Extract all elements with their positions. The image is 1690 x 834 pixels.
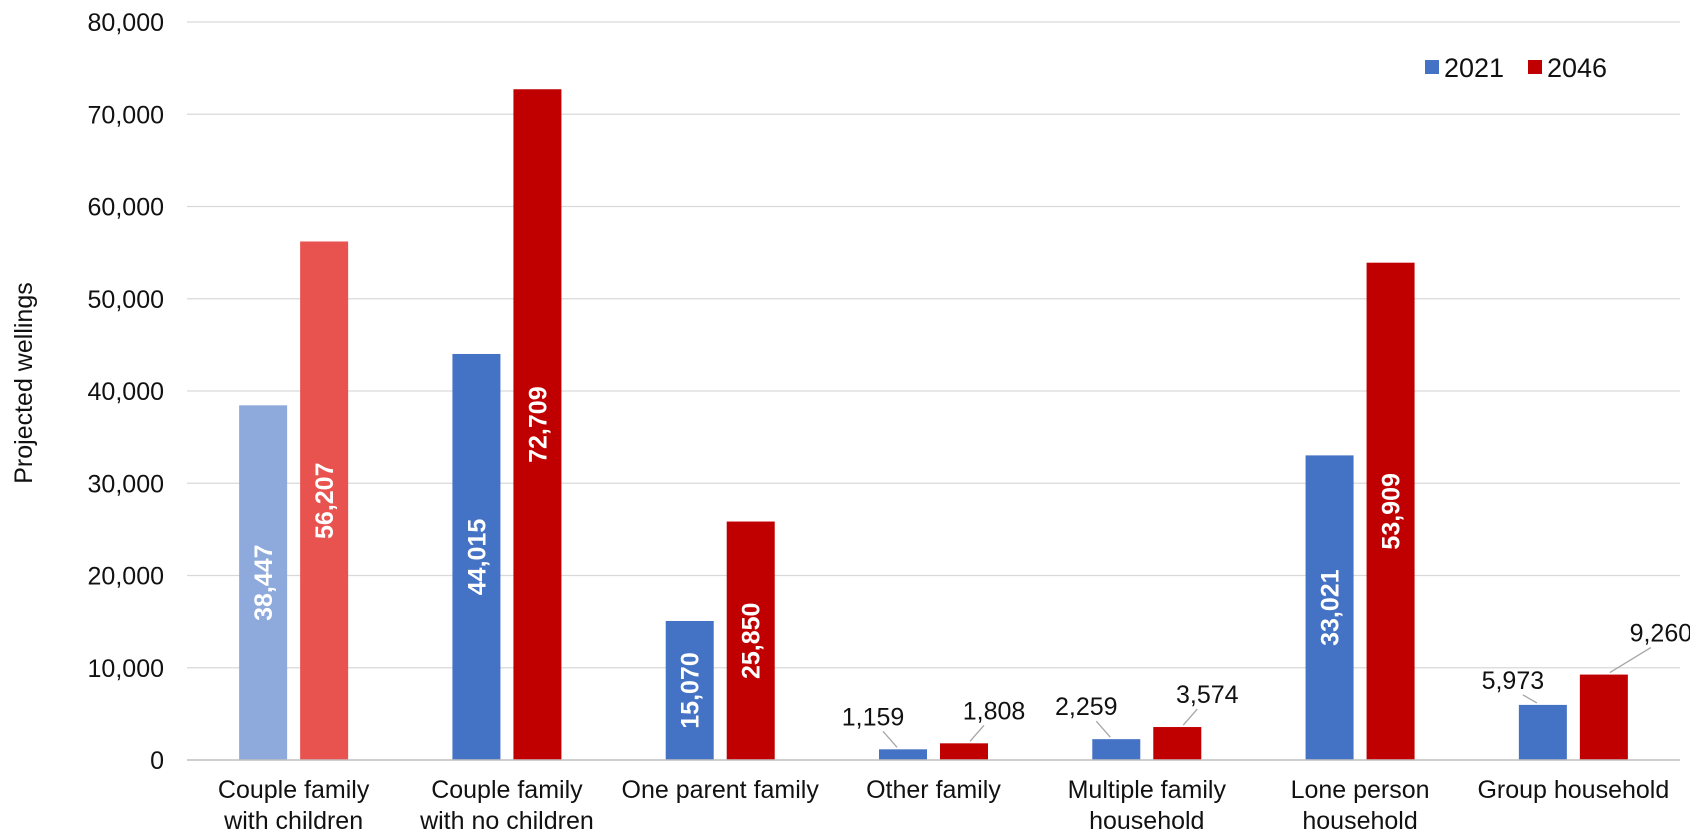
label-leader-line bbox=[1609, 647, 1652, 674]
data-label: 3,574 bbox=[1176, 681, 1239, 709]
y-tick-label: 10,000 bbox=[88, 655, 164, 683]
label-leader-line bbox=[1522, 694, 1538, 704]
data-label: 15,070 bbox=[677, 652, 705, 728]
data-label: 9,260 bbox=[1630, 620, 1690, 648]
label-leader-line bbox=[882, 730, 898, 748]
x-category-label: Lone person bbox=[1291, 776, 1430, 804]
bar-2021-5 bbox=[1305, 455, 1354, 760]
x-category-label: One parent family bbox=[622, 776, 820, 804]
data-label: 38,447 bbox=[250, 544, 278, 620]
x-category-label: Group household bbox=[1477, 776, 1669, 804]
data-label: 72,709 bbox=[524, 386, 552, 462]
bars bbox=[239, 89, 1628, 761]
y-axis-label: Projected wellings bbox=[10, 282, 38, 484]
y-tick-label: 60,000 bbox=[88, 194, 164, 222]
legend-label: 2021 bbox=[1444, 53, 1504, 83]
x-category-label: with no children bbox=[419, 807, 594, 834]
y-axis-ticks: 0 10,000 20,000 30,000 40,000 50,000 60,000 70,… bbox=[88, 9, 164, 775]
gridlines bbox=[187, 21, 1680, 669]
y-tick-label: 40,000 bbox=[88, 378, 164, 406]
bar-2021-1 bbox=[452, 353, 501, 760]
x-category-label: Multiple family bbox=[1068, 776, 1227, 804]
data-label: 44,015 bbox=[463, 519, 491, 596]
label-leader-line bbox=[1095, 720, 1111, 738]
x-category-label: household bbox=[1089, 807, 1204, 834]
y-tick-label: 50,000 bbox=[88, 286, 164, 314]
label-leader-line bbox=[1182, 708, 1198, 726]
data-labels: 38,447 56,207 44,015 72,709 15,070 25,850 1,15… bbox=[250, 386, 1690, 748]
x-category-label: Other family bbox=[866, 776, 1001, 804]
legend-swatch-2046 bbox=[1528, 60, 1542, 74]
y-tick-label: 70,000 bbox=[88, 101, 164, 129]
bar-2046-6 bbox=[1579, 674, 1628, 760]
x-axis-categories: Couple family with children Couple family w… bbox=[218, 776, 1669, 834]
data-label: 1,159 bbox=[842, 703, 905, 731]
data-label: 25,850 bbox=[738, 603, 766, 679]
y-tick-label: 0 bbox=[150, 747, 164, 775]
data-label: 5,973 bbox=[1482, 667, 1545, 695]
legend: 2021 2046 bbox=[1425, 53, 1607, 83]
y-tick-label: 30,000 bbox=[88, 470, 164, 498]
y-tick-label: 20,000 bbox=[88, 563, 164, 591]
bar-2046-4 bbox=[1153, 727, 1202, 760]
bar-2021-2 bbox=[665, 620, 714, 760]
bar-2046-2 bbox=[726, 521, 775, 760]
bar-2021-6 bbox=[1518, 704, 1567, 760]
x-category-label: Couple family bbox=[218, 776, 370, 804]
y-tick-label: 80,000 bbox=[88, 9, 164, 37]
data-label: 2,259 bbox=[1055, 693, 1118, 721]
data-label: 53,909 bbox=[1378, 473, 1406, 549]
legend-label: 2046 bbox=[1547, 53, 1607, 83]
label-leader-line bbox=[969, 724, 985, 742]
x-category-label: household bbox=[1302, 807, 1417, 834]
bar-2046-0 bbox=[300, 241, 349, 760]
x-category-label: Couple family bbox=[431, 776, 583, 804]
data-label: 1,808 bbox=[963, 697, 1026, 725]
legend-swatch-2021 bbox=[1425, 60, 1439, 74]
bar-2046-1 bbox=[513, 89, 562, 761]
bar-2021-3 bbox=[879, 749, 927, 760]
bar-2021-4 bbox=[1092, 739, 1141, 760]
bar-2021-0 bbox=[239, 405, 288, 760]
bar-2046-3 bbox=[940, 743, 988, 760]
data-label: 56,207 bbox=[311, 463, 339, 539]
x-category-label: with children bbox=[223, 807, 363, 834]
bar-2046-5 bbox=[1366, 262, 1415, 760]
data-label: 33,021 bbox=[1317, 569, 1345, 646]
